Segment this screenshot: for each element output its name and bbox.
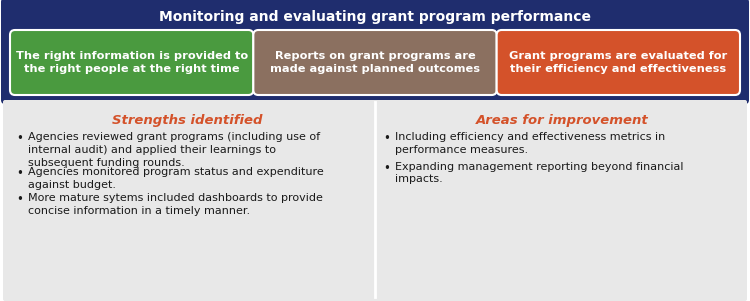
Text: Areas for improvement: Areas for improvement: [476, 114, 649, 127]
Text: More mature sytems included dashboards to provide
concise information in a timel: More mature sytems included dashboards t…: [28, 193, 322, 216]
Text: •: •: [16, 193, 22, 206]
FancyBboxPatch shape: [254, 30, 496, 95]
FancyBboxPatch shape: [496, 30, 740, 95]
Text: Agencies reviewed grant programs (including use of
internal audit) and applied t: Agencies reviewed grant programs (includ…: [28, 132, 320, 168]
Text: Reports on grant programs are
made against planned outcomes: Reports on grant programs are made again…: [270, 51, 480, 74]
FancyBboxPatch shape: [10, 30, 254, 95]
FancyBboxPatch shape: [1, 0, 749, 104]
Text: Expanding management reporting beyond financial
impacts.: Expanding management reporting beyond fi…: [395, 162, 683, 185]
Text: Monitoring and evaluating grant program performance: Monitoring and evaluating grant program …: [159, 10, 591, 24]
FancyBboxPatch shape: [3, 100, 747, 301]
Text: Including efficiency and effectiveness metrics in
performance measures.: Including efficiency and effectiveness m…: [395, 132, 665, 155]
Text: Strengths identified: Strengths identified: [112, 114, 262, 127]
Text: •: •: [16, 132, 22, 145]
Text: •: •: [383, 132, 390, 145]
Text: •: •: [383, 162, 390, 175]
Text: •: •: [16, 167, 22, 180]
Text: Grant programs are evaluated for
their efficiency and effectiveness: Grant programs are evaluated for their e…: [509, 51, 728, 74]
Text: Agencies monitored program status and expenditure
against budget.: Agencies monitored program status and ex…: [28, 167, 324, 190]
Text: The right information is provided to
the right people at the right time: The right information is provided to the…: [16, 51, 248, 74]
